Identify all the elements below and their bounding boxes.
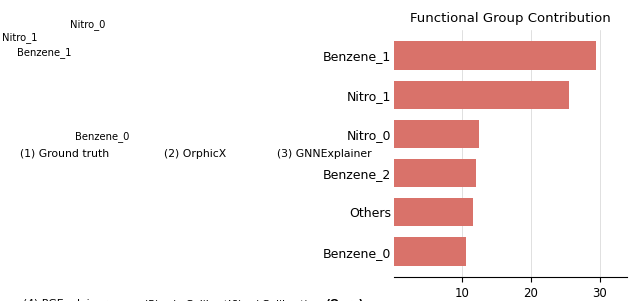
Text: Nitro_0: Nitro_0	[70, 20, 106, 30]
Text: (5) w/o Calibration: (5) w/o Calibration	[145, 299, 245, 301]
Text: Benzene_0: Benzene_0	[75, 131, 129, 142]
Text: (6) w/ Calibration: (6) w/ Calibration	[227, 299, 324, 301]
Bar	[394, 237, 466, 266]
Text: (2) OrphicX: (2) OrphicX	[164, 149, 226, 159]
Bar	[394, 81, 569, 109]
Text: Benzene_1: Benzene_1	[17, 47, 71, 57]
Text: (4) PGExplainer: (4) PGExplainer	[22, 299, 108, 301]
Text: (1) Ground truth: (1) Ground truth	[20, 149, 109, 159]
Bar	[394, 198, 472, 226]
Title: Functional Group Contribution: Functional Group Contribution	[410, 12, 611, 25]
Bar	[394, 41, 596, 70]
Text: (3) GNNExplainer: (3) GNNExplainer	[277, 149, 372, 159]
Text: Nitro_1: Nitro_1	[2, 32, 38, 42]
Bar	[394, 159, 476, 187]
Text: (Ours): (Ours)	[324, 299, 363, 301]
Bar	[394, 120, 479, 148]
